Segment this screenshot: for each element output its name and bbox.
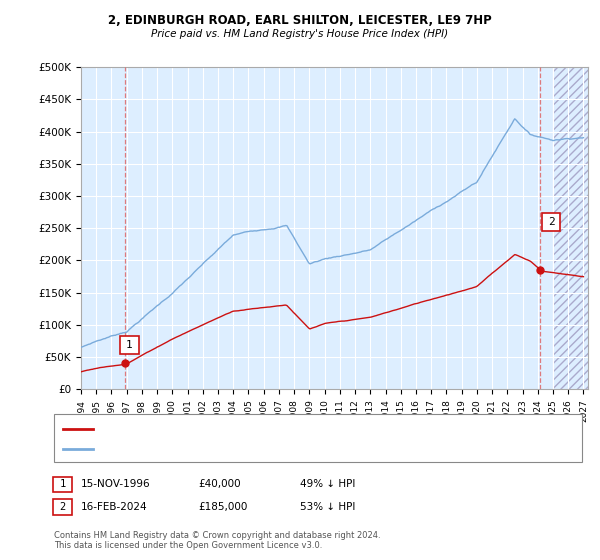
Text: 49% ↓ HPI: 49% ↓ HPI bbox=[300, 479, 355, 489]
Text: 2, EDINBURGH ROAD, EARL SHILTON, LEICESTER, LE9 7HP: 2, EDINBURGH ROAD, EARL SHILTON, LEICEST… bbox=[108, 14, 492, 27]
FancyBboxPatch shape bbox=[542, 213, 560, 231]
Text: Contains HM Land Registry data © Crown copyright and database right 2024.
This d: Contains HM Land Registry data © Crown c… bbox=[54, 531, 380, 550]
Bar bbox=[553, 67, 596, 389]
Text: 2: 2 bbox=[548, 217, 554, 227]
Bar bbox=[553, 67, 599, 389]
Text: 53% ↓ HPI: 53% ↓ HPI bbox=[300, 502, 355, 512]
FancyBboxPatch shape bbox=[120, 336, 139, 354]
Text: 1: 1 bbox=[126, 340, 133, 350]
Text: 1: 1 bbox=[59, 479, 65, 489]
Text: 16-FEB-2024: 16-FEB-2024 bbox=[81, 502, 148, 512]
Text: 2: 2 bbox=[59, 502, 65, 512]
Text: 2, EDINBURGH ROAD, EARL SHILTON, LEICESTER, LE9 7HP (detached house): 2, EDINBURGH ROAD, EARL SHILTON, LEICEST… bbox=[99, 424, 460, 433]
Text: Price paid vs. HM Land Registry's House Price Index (HPI): Price paid vs. HM Land Registry's House … bbox=[151, 29, 449, 39]
Text: £185,000: £185,000 bbox=[198, 502, 247, 512]
Text: 15-NOV-1996: 15-NOV-1996 bbox=[81, 479, 151, 489]
Text: HPI: Average price, detached house, Hinckley and Bosworth: HPI: Average price, detached house, Hinc… bbox=[99, 444, 384, 453]
Text: £40,000: £40,000 bbox=[198, 479, 241, 489]
Bar bbox=[553, 67, 596, 389]
